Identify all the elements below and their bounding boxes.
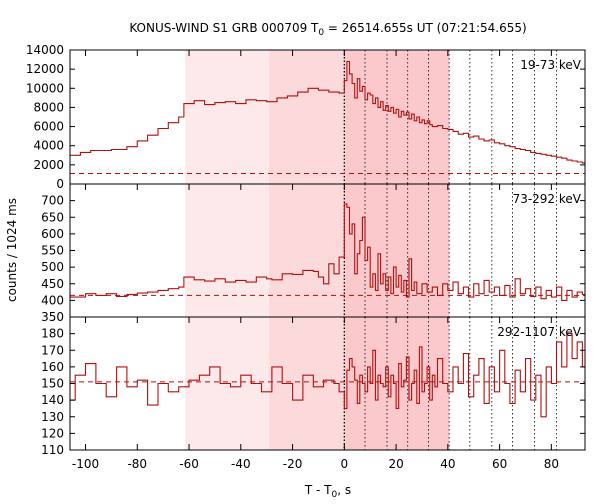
shaded-interval-2 bbox=[269, 317, 345, 450]
shaded-interval-3 bbox=[344, 50, 450, 184]
y-tick-label: 6000 bbox=[33, 120, 64, 134]
y-tick-label: 150 bbox=[41, 377, 64, 391]
y-tick-label: 160 bbox=[41, 360, 64, 374]
y-tick-label: 10000 bbox=[26, 81, 64, 95]
chart-title: KONUS-WIND S1 GRB 000709 T0 = 26514.655s… bbox=[129, 21, 526, 38]
y-tick-label: 14000 bbox=[26, 43, 64, 57]
energy-band-label: 73-292 keV bbox=[513, 192, 582, 206]
x-tick-label: -100 bbox=[72, 457, 99, 471]
panel-middle: 350 400 450 500 550 600 650 700 73-292 keV bbox=[41, 183, 586, 324]
y-tick-label: 110 bbox=[41, 443, 64, 457]
x-tick-label: -80 bbox=[127, 457, 147, 471]
y-tick-label: 8000 bbox=[33, 100, 64, 114]
panel-bottom: 110 120 130 140 150 160 170 180 292-1107 keV -100… bbox=[41, 316, 586, 471]
y-tick-label: 700 bbox=[41, 194, 64, 208]
shaded-interval-3 bbox=[344, 184, 450, 317]
chart-title-prefix: KONUS-WIND S1 GRB 000709 T bbox=[129, 21, 319, 35]
x-tick-label: -60 bbox=[179, 457, 199, 471]
x-axis-label: T - T0, s bbox=[304, 483, 351, 500]
y-tick-label: 180 bbox=[41, 327, 64, 341]
y-tick-label: 12000 bbox=[26, 62, 64, 76]
y-tick-label: 550 bbox=[41, 244, 64, 258]
x-tick-label: 20 bbox=[388, 457, 403, 471]
x-tick-label: 60 bbox=[492, 457, 507, 471]
y-tick-label: 650 bbox=[41, 210, 64, 224]
light-curve-bottom bbox=[70, 333, 585, 418]
energy-band-label: 292-1107 keV bbox=[497, 325, 581, 339]
x-tick-label: 80 bbox=[544, 457, 559, 471]
y-tick-label: 170 bbox=[41, 343, 64, 357]
y-tick-label: 2000 bbox=[33, 158, 64, 172]
y-tick-label: 350 bbox=[41, 310, 64, 324]
y-tick-label: 0 bbox=[56, 177, 64, 191]
y-tick-label: 130 bbox=[41, 410, 64, 424]
shaded-interval-2 bbox=[269, 184, 345, 317]
x-tick-label: -20 bbox=[283, 457, 303, 471]
y-tick-label: 500 bbox=[41, 260, 64, 274]
y-tick-label: 600 bbox=[41, 227, 64, 241]
x-tick-label: -40 bbox=[231, 457, 251, 471]
x-axis-label-prefix: T - T bbox=[304, 483, 332, 497]
chart-title-suffix: = 26514.655s UT (07:21:54.655) bbox=[324, 21, 527, 35]
x-axis-label-suffix: , s bbox=[337, 483, 351, 497]
y-tick-label: 4000 bbox=[33, 139, 64, 153]
y-tick-label: 120 bbox=[41, 426, 64, 440]
shaded-interval-3 bbox=[344, 317, 450, 450]
y-tick-label: 400 bbox=[41, 293, 64, 307]
chart-title-subscript: 0 bbox=[318, 28, 324, 38]
x-tick-label: 0 bbox=[341, 457, 349, 471]
panel-top: 0 2000 4000 6000 8000 10000 12000 14000 19-73 ke… bbox=[26, 43, 586, 191]
shaded-interval-2 bbox=[269, 50, 345, 184]
y-axis-label: counts / 1024 ms bbox=[5, 198, 19, 302]
light-curve-top bbox=[70, 60, 585, 164]
x-axis-label-subscript: 0 bbox=[332, 490, 338, 500]
y-tick-label: 450 bbox=[41, 277, 64, 291]
x-tick-label: 40 bbox=[440, 457, 455, 471]
light-curve-middle bbox=[70, 203, 585, 301]
y-tick-label: 140 bbox=[41, 393, 64, 407]
energy-band-label: 19-73 keV bbox=[520, 58, 582, 72]
